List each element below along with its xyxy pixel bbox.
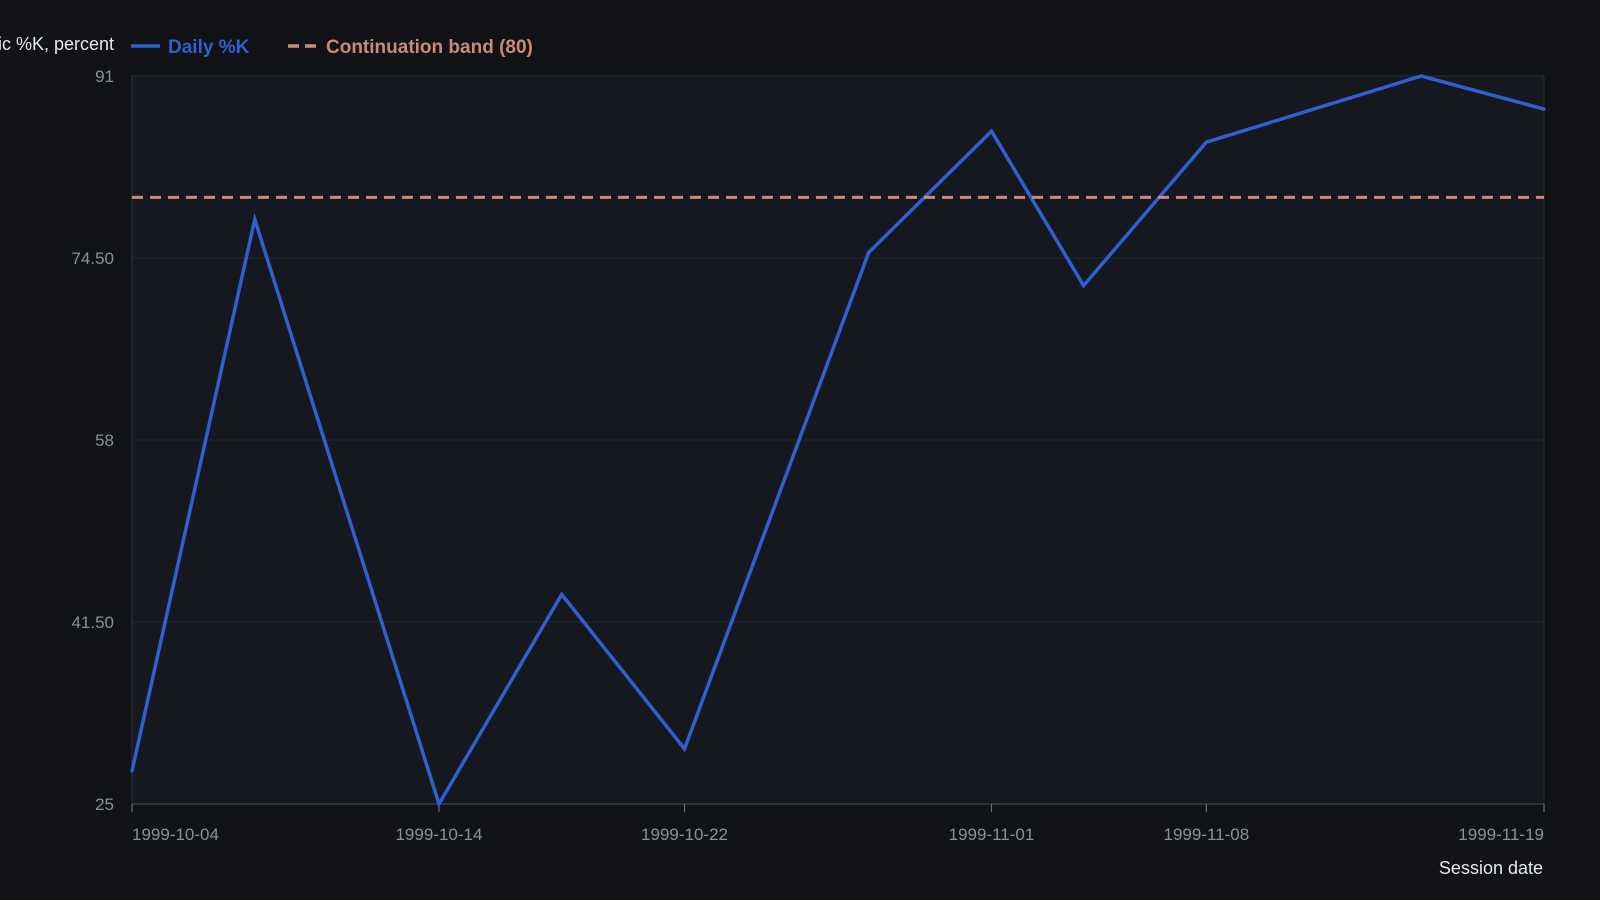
y-axis-title: Stochastic %K, percent — [0, 34, 114, 54]
gridlines — [132, 257, 1544, 623]
x-axis-ticks: 1999-10-04 1999-10-14 1999-10-22 1999-11-01… — [131, 804, 1545, 844]
x-axis-title: Session date — [1439, 858, 1543, 878]
y-tick-label: 58 — [95, 431, 114, 450]
y-tick-label: 74.50 — [71, 249, 114, 268]
x-tick-label: 1999-11-01 — [949, 825, 1035, 844]
x-tick-label: 1999-10-14 — [395, 825, 482, 844]
y-tick-label: 91 — [95, 67, 114, 86]
daily-k-point — [867, 250, 871, 255]
daily-k-point — [130, 769, 134, 773]
daily-k-point — [437, 802, 441, 806]
y-tick-label: 41.50 — [71, 613, 114, 632]
x-tick-label: 1999-11-19 — [1458, 825, 1544, 844]
x-tick-label: 1999-10-22 — [641, 825, 728, 844]
legend-label-continuation-band: Continuation band (80) — [326, 37, 533, 58]
legend: Daily %K Continuation band (80) — [131, 37, 533, 58]
y-axis-ticks: 25 41.50 58 74.50 91 — [71, 67, 114, 814]
legend-label-daily-k: Daily %K — [168, 37, 250, 58]
daily-k-point — [1081, 283, 1086, 288]
daily-k-point — [253, 217, 257, 221]
series-layer — [130, 74, 1546, 809]
y-tick-label: 25 — [95, 795, 114, 814]
daily-k-point — [989, 129, 994, 133]
daily-k-point — [560, 592, 564, 597]
daily-k-point — [1419, 74, 1423, 78]
daily-k-point — [1204, 140, 1208, 144]
daily-k-point — [682, 747, 687, 751]
x-tick-label: 1999-11-08 — [1163, 825, 1249, 844]
daily-k-point — [1542, 107, 1546, 111]
x-tick-label: 1999-10-04 — [132, 825, 219, 844]
